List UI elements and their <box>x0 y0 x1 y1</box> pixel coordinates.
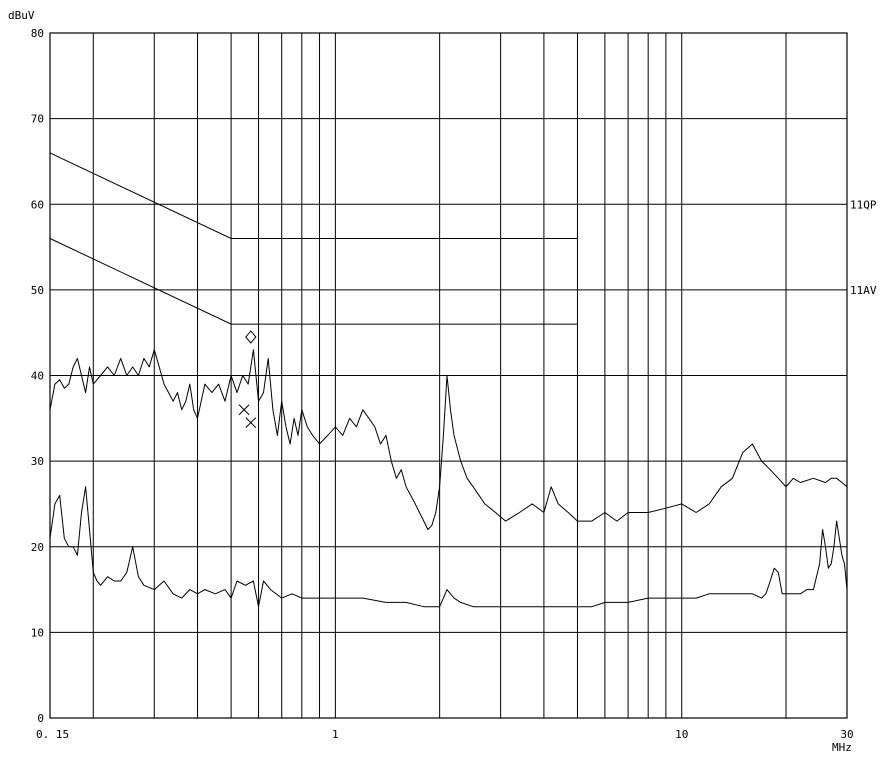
markers <box>238 330 257 428</box>
y-axis-title: dBuV <box>8 9 35 22</box>
limit-lines <box>49 152 578 325</box>
y-tick-label: 50 <box>31 284 44 297</box>
x-tick-label: 30 <box>840 728 853 741</box>
series-line-lower <box>49 486 848 608</box>
limit-line-label: 11AV <box>850 284 877 297</box>
marker-cross <box>238 404 250 416</box>
marker-cross <box>245 417 257 428</box>
y-tick-label: 10 <box>31 626 44 639</box>
x-axis-title: MHz <box>832 741 852 754</box>
y-tick-label: 70 <box>31 113 44 126</box>
x-tick-label: 1 <box>332 728 339 741</box>
axis-labels: 0 10 20 30 40 50 60 70 80 0. 15 1 10 30 11QP 11AV <box>31 27 877 741</box>
y-tick-label: 40 <box>31 370 44 383</box>
x-tick-label: 10 <box>675 728 688 741</box>
data-series <box>49 349 848 608</box>
marker-diamond <box>245 330 257 344</box>
x-tick-label: 0. 15 <box>36 728 69 741</box>
limit-line-label: 11QP <box>850 198 877 211</box>
y-tick-label: 0 <box>37 712 44 725</box>
y-tick-label: 20 <box>31 541 44 554</box>
y-tick-label: 30 <box>31 455 44 468</box>
y-tick-label: 80 <box>31 27 44 40</box>
y-tick-label: 60 <box>31 198 44 211</box>
limit-line <box>49 152 578 239</box>
series-line-upper <box>49 349 848 531</box>
limit-line <box>49 238 578 325</box>
